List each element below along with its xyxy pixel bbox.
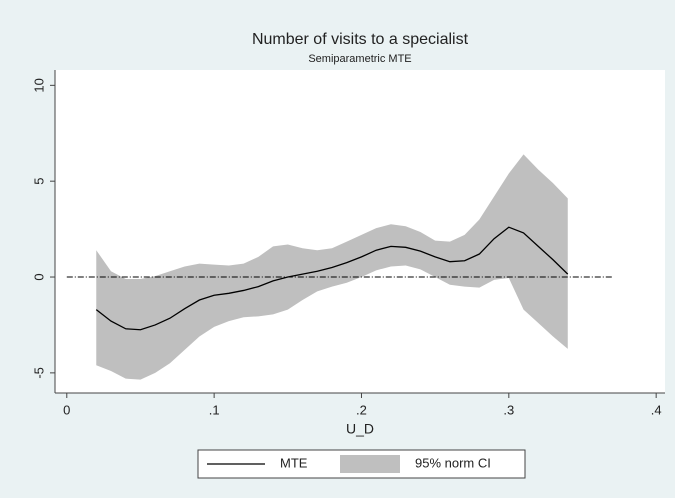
x-axis-label: U_D	[346, 421, 374, 437]
y-tick-label: 10	[31, 78, 46, 92]
y-tick-label: -5	[31, 367, 46, 379]
x-tick-label: 0	[63, 402, 70, 417]
legend-label: 95% norm CI	[415, 455, 491, 470]
x-tick-label: .1	[209, 402, 220, 417]
legend-swatch	[340, 455, 400, 473]
x-tick-label: .2	[356, 402, 367, 417]
mte-line	[95, 226, 569, 331]
y-tick-label: 0	[31, 273, 46, 280]
y-tick-label: 5	[31, 178, 46, 185]
x-tick-label: .3	[503, 402, 514, 417]
x-tick-label: .4	[651, 402, 662, 417]
chart-title: Number of visits to a specialist	[252, 31, 469, 48]
legend-label: MTE	[280, 455, 308, 470]
chart-subtitle: Semiparametric MTE	[308, 53, 411, 65]
